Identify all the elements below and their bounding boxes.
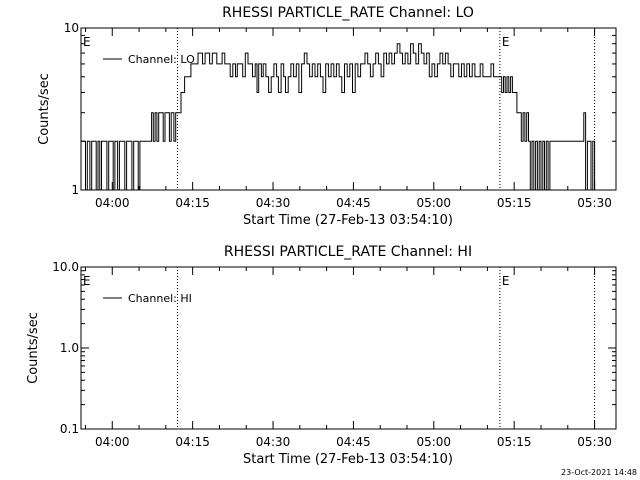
event-marker-label: E [502, 274, 510, 288]
x-tick-label: 04:15 [175, 196, 210, 210]
x-tick-label: 05:15 [497, 196, 532, 210]
x-tick-label: 05:00 [416, 196, 451, 210]
legend-entry: Channel: HI [128, 292, 192, 305]
timestamp-label: 23-Oct-2021 14:48 [561, 468, 637, 477]
event-marker-label: E [83, 274, 91, 288]
x-tick-label: 05:00 [416, 435, 451, 449]
x-tick-label: 04:45 [336, 196, 371, 210]
chart-title: RHESSI PARTICLE_RATE Channel: LO [222, 5, 474, 21]
x-tick-label: 05:30 [577, 435, 612, 449]
x-tick-label: 04:15 [175, 435, 210, 449]
event-marker-label: E [502, 35, 510, 49]
event-lines [176, 267, 596, 429]
x-tick-label: 04:00 [95, 196, 130, 210]
y-axis-label: Counts/sec [26, 312, 41, 384]
x-tick-label: 04:45 [336, 435, 371, 449]
y-tick-label: 0.1 [60, 422, 79, 436]
event-marker-label: E [83, 35, 91, 49]
x-axis-label: Start Time (27-Feb-13 03:54:10) [243, 452, 453, 467]
x-axis-ticks: 04:00 04:15 04:30 04:45 05:00 05:15 05:30 [84, 267, 612, 449]
y-axis-ticks: 1 10 [64, 21, 616, 197]
y-axis-ticks: 0.1 1.0 10.0 [52, 260, 616, 436]
y-tick-label: 1.0 [60, 341, 79, 355]
legend: Channel: HI [103, 292, 192, 305]
series-line [81, 43, 596, 191]
legend-entry: Channel: LO [128, 53, 195, 66]
plot-frame [80, 27, 617, 191]
y-axis-label: Counts/sec [37, 73, 52, 145]
chart-title: RHESSI PARTICLE_RATE Channel: HI [224, 244, 472, 260]
y-tick-label: 10 [64, 21, 79, 35]
x-tick-label: 04:00 [95, 435, 130, 449]
x-tick-label: 04:30 [256, 435, 291, 449]
y-tick-label: 1 [71, 183, 79, 197]
data-series [81, 43, 596, 191]
y-tick-label: 10.0 [52, 260, 79, 274]
x-tick-label: 05:15 [497, 435, 532, 449]
x-axis-ticks: 04:00 04:15 04:30 04:45 05:00 05:15 05:30 [84, 28, 612, 210]
x-tick-label: 05:30 [577, 196, 612, 210]
x-tick-label: 04:30 [256, 196, 291, 210]
legend: Channel: LO [103, 53, 195, 66]
x-axis-label: Start Time (27-Feb-13 03:54:10) [243, 213, 453, 228]
